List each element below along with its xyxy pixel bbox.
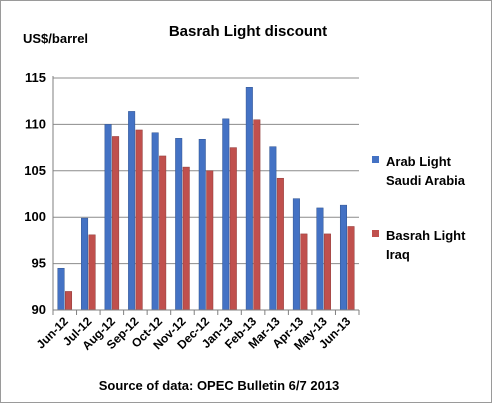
legend-swatch — [372, 156, 379, 163]
bar-basrah-light — [112, 136, 120, 311]
bars — [57, 87, 355, 311]
legend-label: Arab Light — [386, 154, 452, 169]
y-tick-label: 90 — [32, 302, 46, 317]
bar-arab-light — [151, 132, 159, 311]
bar-arab-light — [269, 146, 277, 311]
bar-arab-light — [292, 198, 300, 311]
bar-arab-light — [339, 204, 347, 311]
x-tick-labels: Jun-12Jul-12Aug-12Sep-12Oct-12Nov-12Dec-… — [34, 314, 354, 353]
legend-label: Saudi Arabia — [386, 173, 466, 188]
bar-basrah-light — [135, 129, 143, 311]
bar-arab-light — [81, 217, 89, 311]
bar-basrah-light — [229, 147, 237, 311]
y-tick-label: 115 — [25, 70, 46, 85]
bar-arab-light — [104, 124, 112, 311]
bar-basrah-light — [159, 155, 167, 311]
y-tick-label: 110 — [25, 116, 46, 131]
bar-basrah-light — [323, 233, 331, 311]
bar-basrah-light — [88, 234, 96, 311]
bar-basrah-light — [65, 291, 73, 311]
legend-label: Basrah Light — [386, 228, 466, 243]
chart-title: Basrah Light discount — [169, 23, 327, 40]
legend-label: Iraq — [386, 247, 410, 262]
y-axis-unit-label: US$/barrel — [23, 31, 88, 46]
axes — [52, 76, 360, 315]
legend: Arab Light Saudi Arabia Basrah Light Iraq — [372, 154, 466, 262]
legend-swatch — [372, 230, 379, 237]
bar-arab-light — [198, 138, 206, 311]
y-tick-labels: 90 95 100 105 110 115 — [24, 70, 46, 317]
bar-arab-light — [175, 138, 183, 311]
bar-basrah-light — [253, 119, 261, 311]
bar-arab-light — [128, 111, 136, 311]
bar-arab-light — [245, 87, 253, 311]
bar-basrah-light — [206, 170, 214, 311]
bar-arab-light — [222, 118, 230, 311]
bar-arab-light — [316, 207, 324, 311]
y-tick-label: 105 — [24, 163, 46, 178]
bar-basrah-light — [347, 226, 355, 311]
bar-basrah-light — [182, 166, 190, 311]
y-tick-label: 100 — [24, 209, 46, 224]
bar-arab-light — [57, 267, 65, 311]
y-tick-label: 95 — [32, 256, 46, 271]
source-note: Source of data: OPEC Bulletin 6/7 2013 — [99, 378, 340, 393]
bar-basrah-light — [276, 177, 284, 311]
bar-basrah-light — [300, 233, 308, 311]
gridlines — [53, 77, 359, 265]
